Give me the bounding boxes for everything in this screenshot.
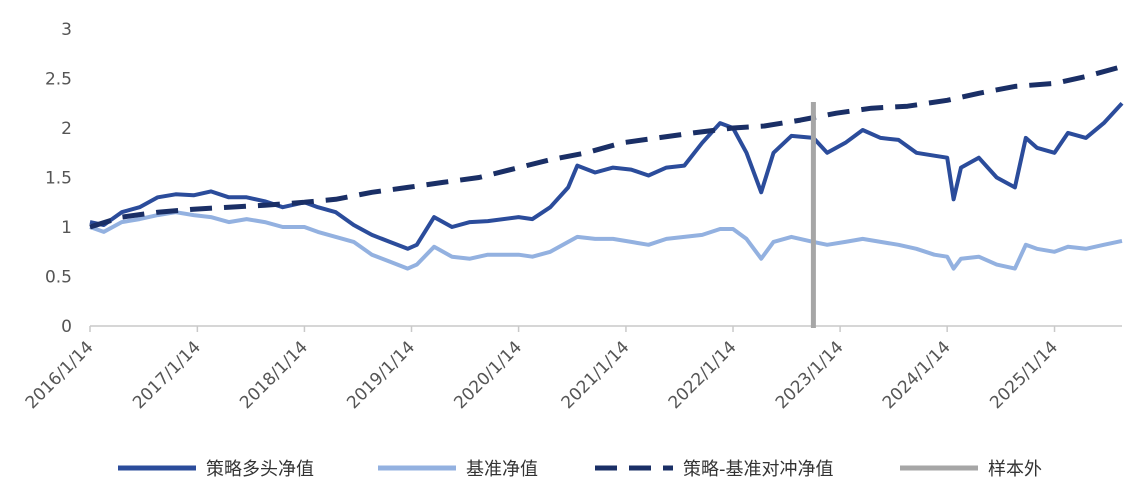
- x-tick-label: 2023/1/14: [772, 337, 848, 413]
- legend-label: 基准净值: [466, 459, 538, 480]
- x-tick-label: 2016/1/14: [22, 337, 98, 413]
- x-tick-label: 2018/1/14: [236, 337, 312, 413]
- x-tick-label: 2025/1/14: [986, 337, 1062, 413]
- series-line-hedge: [89, 64, 1123, 230]
- series-line-long: [89, 101, 1124, 251]
- y-tick-label: 3: [61, 20, 72, 40]
- legend: 策略多头净值 基准净值 策略-基准对冲净值 样本外: [118, 459, 1042, 480]
- legend-item: 策略多头净值: [118, 459, 314, 480]
- legend-item: 策略-基准对冲净值: [595, 459, 834, 480]
- legend-label: 策略-基准对冲净值: [683, 459, 834, 480]
- x-tick-label: 2020/1/14: [450, 337, 526, 413]
- y-tick-label: 0: [61, 317, 72, 337]
- y-tick-label: 0.5: [45, 268, 72, 288]
- axes: 0 0.5 1 1.5 2 2.5 3 2016/1/14 2017/1/14 2018/1/14…: [22, 20, 1122, 413]
- series-line-benchmark: [89, 210, 1123, 271]
- y-tick-label: 2: [61, 119, 72, 139]
- legend-label: 策略多头净值: [206, 459, 314, 480]
- x-tick-label: 2021/1/14: [558, 337, 634, 413]
- legend-label: 样本外: [988, 459, 1042, 480]
- x-tick-label: 2022/1/14: [665, 337, 741, 413]
- x-tick-label: 2017/1/14: [129, 337, 205, 413]
- x-tick-label: 2019/1/14: [343, 337, 419, 413]
- y-tick-label: 2.5: [45, 70, 72, 90]
- legend-item: 基准净值: [378, 459, 538, 480]
- y-tick-label: 1: [61, 218, 72, 238]
- series-layer: [89, 64, 1124, 271]
- y-tick-label: 1.5: [45, 169, 72, 189]
- legend-item: 样本外: [900, 459, 1042, 480]
- x-tick-label: 2024/1/14: [879, 337, 955, 413]
